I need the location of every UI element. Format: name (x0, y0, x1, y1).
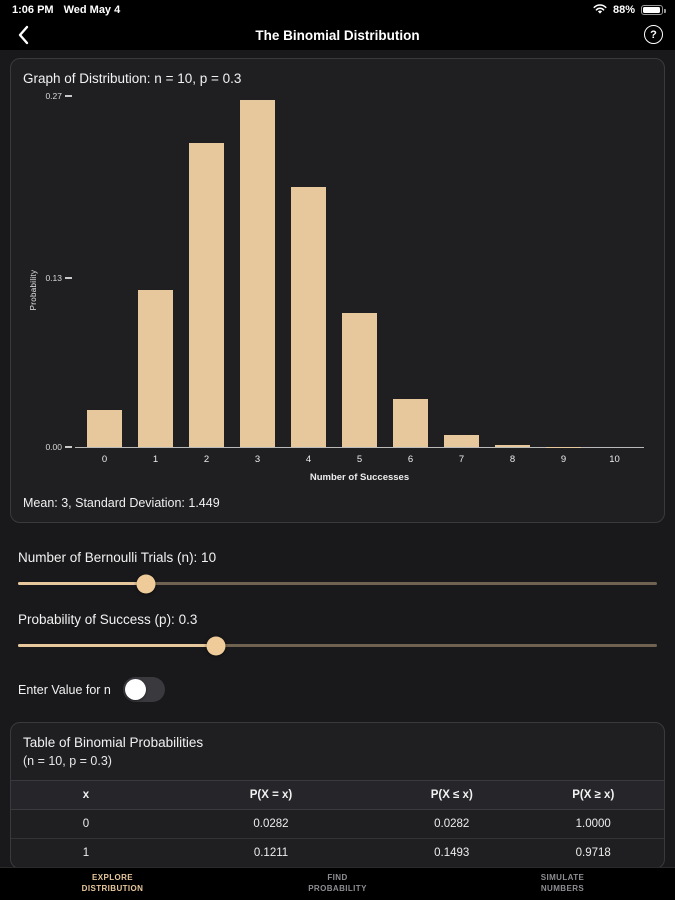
x-tick-label: 3 (254, 454, 261, 465)
x-tick-label: 1 (152, 454, 159, 465)
bar-x8 (494, 445, 531, 447)
enter-n-toggle-section: Enter Value for n (18, 677, 657, 702)
bar-x4 (290, 186, 327, 447)
graph-card-title: Graph of Distribution: n = 10, p = 0.3 (23, 71, 242, 86)
main-content: Graph of Distribution: n = 10, p = 0.3 P… (0, 50, 675, 867)
battery-percent: 88% (612, 4, 635, 16)
x-tick-label: 10 (609, 454, 620, 465)
table-cell: 0.0282 (434, 818, 470, 830)
bar-slot (385, 96, 436, 447)
bar-slot (436, 96, 487, 447)
y-tick-label: 0.13 (45, 273, 75, 283)
tab-simulate[interactable]: SIMULATE NUMBERS (540, 873, 585, 893)
table-row: 1 0.1211 0.1493 0.9718 (11, 839, 664, 867)
p-slider-fill (18, 644, 217, 647)
bar-x6 (392, 399, 429, 447)
x-tick-label: 9 (560, 454, 567, 465)
table-cell: 0.1211 (253, 847, 289, 859)
p-slider[interactable] (18, 636, 657, 655)
table-header: x P(X = x) P(X ≤ x) P(X ≥ x) (11, 780, 664, 810)
y-axis-label: Probability (28, 269, 38, 310)
n-slider[interactable] (18, 574, 657, 593)
table-cell: 0.9718 (575, 847, 611, 859)
tab-bar: EXPLORE DISTRIBUTION FIND PROBABILITY SIMULA… (0, 867, 675, 900)
p-slider-thumb[interactable] (206, 636, 226, 655)
x-tick-label: 7 (458, 454, 465, 465)
bar-slot (487, 96, 538, 447)
enter-n-toggle[interactable] (122, 677, 165, 702)
bar-slot (79, 96, 130, 447)
help-button[interactable]: ? (644, 25, 663, 44)
table-column-header: P(X = x) (249, 789, 293, 801)
bar-x7 (443, 435, 480, 447)
bar-slot (538, 96, 589, 447)
battery-icon (641, 5, 666, 15)
status-time: 1:06 PM (12, 4, 54, 16)
table-subtitle: (n = 10, p = 0.3) (23, 754, 112, 768)
page-title: The Binomial Distribution (255, 27, 420, 43)
table-column-header: P(X ≥ x) (572, 789, 615, 801)
bar-slot (589, 96, 640, 447)
bar-slot (232, 96, 283, 447)
table-column-header: P(X ≤ x) (430, 789, 473, 801)
table-cell: 0 (82, 818, 90, 830)
n-slider-section: Number of Bernoulli Trials (n): 10 (18, 550, 657, 593)
bar-x5 (341, 313, 378, 447)
enter-n-toggle-label: Enter Value for n (18, 682, 111, 697)
table-cell: 1.0000 (575, 818, 611, 830)
table-body: 0 0.0282 0.0282 1.0000 1 0.1211 0.1493 0.9718 (11, 810, 664, 867)
y-tick-label: 0.27 (45, 91, 75, 101)
n-slider-thumb[interactable] (136, 574, 156, 593)
tab-explore[interactable]: EXPLORE DISTRIBUTION (81, 873, 144, 893)
bar-x0 (86, 410, 123, 447)
y-tick-label: 0.00 (45, 442, 75, 452)
status-bar: 1:06 PM Wed May 4 88% (0, 0, 675, 20)
bar-slot (181, 96, 232, 447)
wifi-icon (593, 3, 607, 17)
x-axis-title: Number of Successes (309, 472, 410, 483)
n-slider-label: Number of Bernoulli Trials (n): 10 (18, 550, 217, 565)
x-tick-label: 6 (407, 454, 414, 465)
bar-x2 (188, 143, 225, 447)
chart-bars (75, 96, 644, 447)
x-axis-labels: 0 1 2 3 4 5 6 7 8 9 10 (75, 454, 644, 465)
mean-sd-text: Mean: 3, Standard Deviation: 1.449 (23, 496, 220, 510)
chevron-left-icon (18, 25, 29, 45)
bar-x1 (137, 289, 174, 447)
tab-find[interactable]: FIND PROBABILITY (308, 873, 367, 893)
graph-card: Graph of Distribution: n = 10, p = 0.3 P… (10, 58, 665, 523)
nav-bar: The Binomial Distribution ? (0, 20, 675, 50)
table-row: 0 0.0282 0.0282 1.0000 (11, 810, 664, 839)
x-tick-label: 8 (509, 454, 516, 465)
status-date: Wed May 4 (63, 4, 121, 16)
bar-x3 (239, 100, 276, 447)
distribution-chart: Probability 0.27 0.13 0.00 0 1 2 3 4 5 6 7 8 9 10 Nu… (29, 91, 644, 483)
table-cell: 0.1493 (434, 847, 470, 859)
x-tick-label: 0 (101, 454, 108, 465)
back-button[interactable] (12, 24, 34, 46)
probability-table-card: Table of Binomial Probabilities (n = 10,… (10, 722, 665, 867)
bar-slot (130, 96, 181, 447)
p-slider-label: Probability of Success (p): 0.3 (18, 612, 198, 627)
table-cell: 1 (82, 847, 90, 859)
table-column-header: x (82, 789, 90, 801)
chart-plot: 0.27 0.13 0.00 (45, 91, 644, 452)
table-cell: 0.0282 (253, 818, 289, 830)
table-title: Table of Binomial Probabilities (23, 735, 204, 750)
bar-slot (334, 96, 385, 447)
p-slider-section: Probability of Success (p): 0.3 (18, 612, 657, 655)
x-tick-label: 5 (356, 454, 363, 465)
toggle-knob-icon (124, 679, 146, 700)
x-tick-label: 4 (305, 454, 312, 465)
x-tick-label: 2 (203, 454, 210, 465)
bar-slot (283, 96, 334, 447)
n-slider-fill (18, 582, 146, 585)
